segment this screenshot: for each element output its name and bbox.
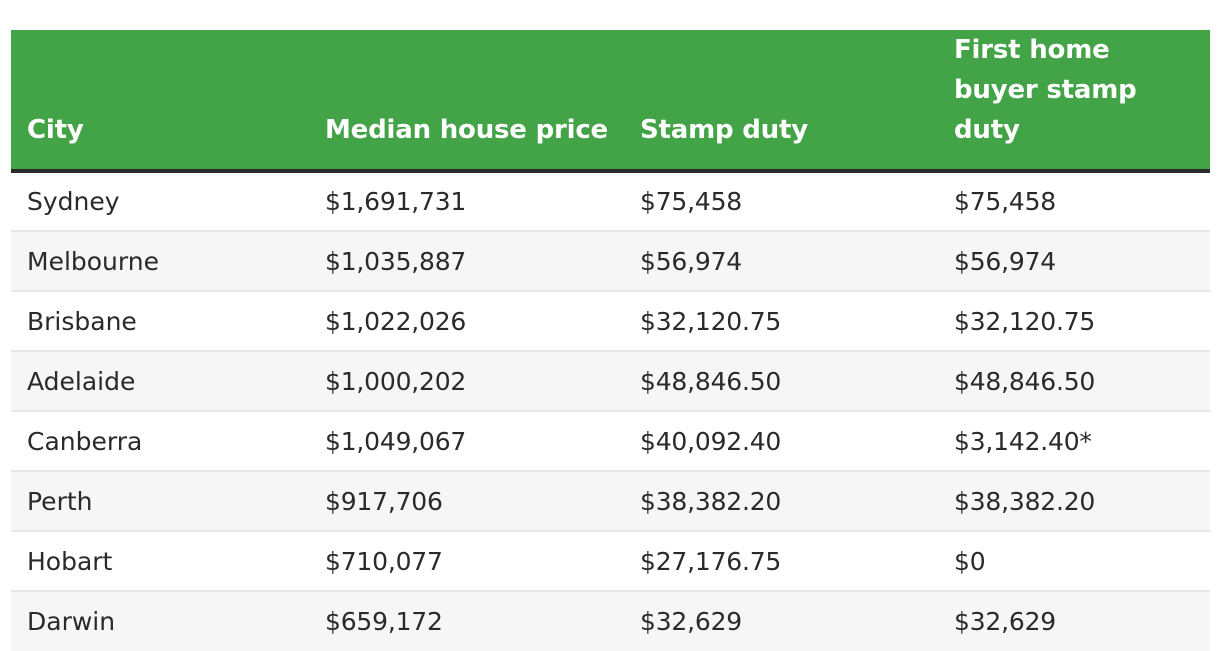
header-first-home-buyer-stamp-duty: First home buyer stamp duty <box>954 35 1137 145</box>
cell-stamp-duty: $32,629 <box>624 590 938 651</box>
header-row: City Median house price Stamp duty First… <box>11 30 1210 171</box>
cell-first-home-buyer-stamp-duty: $32,120.75 <box>938 290 1210 351</box>
table-row: Melbourne $1,035,887 $56,974 $56,974 <box>11 230 1210 291</box>
cell-city: Sydney <box>27 187 120 216</box>
cell-median-house-price: $659,172 <box>309 590 624 651</box>
cell-stamp-duty: $48,846.50 <box>624 350 938 411</box>
cell-city: Brisbane <box>11 290 309 351</box>
table-row: Adelaide $1,000,202 $48,846.50 $48,846.5… <box>11 350 1210 411</box>
cell-stamp-duty: $40,092.40 <box>624 410 938 471</box>
cell-city: Darwin <box>11 590 309 651</box>
cell-city: Melbourne <box>11 230 309 291</box>
cell-first-home-buyer-stamp-duty: $56,974 <box>938 230 1210 291</box>
cell-first-home-buyer-stamp-duty: $38,382.20 <box>938 470 1210 531</box>
table-row: Perth $917,706 $38,382.20 $38,382.20 <box>11 470 1210 531</box>
cell-stamp-duty: $27,176.75 <box>624 530 938 591</box>
cell-median-house-price: $1,000,202 <box>309 350 624 411</box>
stamp-duty-table: City Median house price Stamp duty First… <box>11 30 1210 651</box>
cell-median-house-price: $710,077 <box>309 530 624 591</box>
table-row: Darwin $659,172 $32,629 $32,629 <box>11 590 1210 651</box>
header-median-house-price: Median house price <box>325 115 608 145</box>
table-row: Canberra $1,049,067 $40,092.40 $3,142.40… <box>11 410 1210 471</box>
cell-first-home-buyer-stamp-duty: $3,142.40* <box>938 410 1210 471</box>
cell-city: Hobart <box>11 530 309 591</box>
cell-median-house-price: $1,049,067 <box>309 410 624 471</box>
stamp-duty-table-container: City Median house price Stamp duty First… <box>11 30 1210 651</box>
cell-stamp-duty: $38,382.20 <box>624 470 938 531</box>
cell-median-house-price: $1,035,887 <box>309 230 624 291</box>
cell-median-house-price: $917,706 <box>309 470 624 531</box>
cell-first-home-buyer-stamp-duty: $75,458 <box>954 187 1056 216</box>
header-stamp-duty: Stamp duty <box>640 115 808 145</box>
cell-city: Adelaide <box>11 350 309 411</box>
header-city: City <box>27 115 84 145</box>
cell-city: Canberra <box>11 410 309 471</box>
table-row: Hobart $710,077 $27,176.75 $0 <box>11 530 1210 591</box>
table-body: Sydney $1,691,731 $75,458 $75,458 Melbou… <box>11 171 1210 651</box>
cell-median-house-price: $1,691,731 <box>325 187 467 216</box>
table-row: Brisbane $1,022,026 $32,120.75 $32,120.7… <box>11 290 1210 351</box>
table-header: City Median house price Stamp duty First… <box>11 30 1210 171</box>
cell-stamp-duty: $75,458 <box>640 187 742 216</box>
cell-first-home-buyer-stamp-duty: $0 <box>938 530 1210 591</box>
cell-first-home-buyer-stamp-duty: $32,629 <box>938 590 1210 651</box>
table-row: Sydney $1,691,731 $75,458 $75,458 <box>11 171 1210 231</box>
cell-city: Perth <box>11 470 309 531</box>
cell-first-home-buyer-stamp-duty: $48,846.50 <box>938 350 1210 411</box>
cell-stamp-duty: $32,120.75 <box>624 290 938 351</box>
cell-median-house-price: $1,022,026 <box>309 290 624 351</box>
cell-stamp-duty: $56,974 <box>624 230 938 291</box>
